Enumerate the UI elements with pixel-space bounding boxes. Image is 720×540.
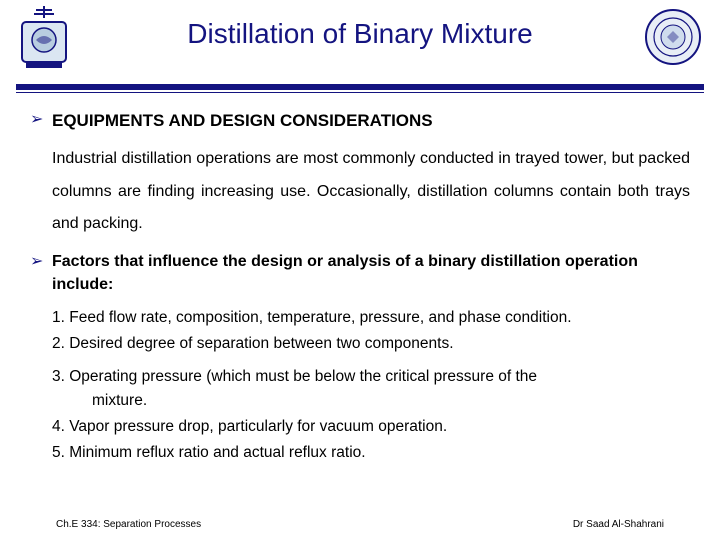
factors-list: 1. Feed flow rate, composition, temperat… — [52, 306, 690, 465]
section-heading: EQUIPMENTS AND DESIGN CONSIDERATIONS — [52, 109, 433, 133]
section-paragraph: Industrial distillation operations are m… — [52, 143, 690, 241]
department-seal-icon — [644, 8, 702, 66]
list-item: 1. Feed flow rate, composition, temperat… — [52, 306, 690, 329]
bullet-arrow-icon: ➢ — [30, 251, 52, 273]
university-crest-icon — [16, 4, 72, 70]
slide-header: Distillation of Binary Mixture — [0, 0, 720, 78]
bullet-item: ➢ Factors that influence the design or a… — [30, 251, 690, 296]
footer-author: Dr Saad Al-Shahrani — [573, 519, 664, 530]
footer-course: Ch.E 334: Separation Processes — [56, 519, 201, 530]
list-item-text: 3. Operating pressure (which must be bel… — [52, 368, 537, 385]
list-item: 5. Minimum reflux ratio and actual reflu… — [52, 441, 690, 464]
bullet-arrow-icon: ➢ — [30, 109, 52, 131]
factors-heading: Factors that influence the design or ana… — [52, 251, 690, 296]
list-item: 2. Desired degree of separation between … — [52, 332, 690, 355]
header-divider-thick — [16, 84, 704, 90]
list-item-continuation: mixture. — [52, 389, 690, 412]
slide-content: ➢ EQUIPMENTS AND DESIGN CONSIDERATIONS I… — [0, 93, 720, 464]
slide-title: Distillation of Binary Mixture — [0, 18, 720, 50]
slide-footer: Ch.E 334: Separation Processes Dr Saad A… — [0, 519, 720, 530]
list-item: 4. Vapor pressure drop, particularly for… — [52, 415, 690, 438]
bullet-item: ➢ EQUIPMENTS AND DESIGN CONSIDERATIONS — [30, 109, 690, 133]
list-item: 3. Operating pressure (which must be bel… — [52, 365, 690, 412]
